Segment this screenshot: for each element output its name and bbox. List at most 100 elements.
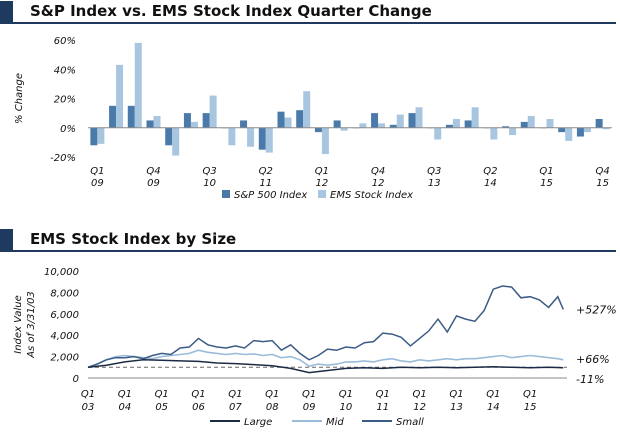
sp500-bar bbox=[109, 105, 117, 128]
sp500-bar bbox=[314, 127, 322, 133]
ems-bar bbox=[527, 116, 535, 128]
x-tick-quarter: Q1 bbox=[191, 389, 205, 400]
x-tick-quarter: Q1 bbox=[376, 389, 390, 400]
x-tick-year: 04 bbox=[118, 402, 131, 413]
y-tick-label: 8,000 bbox=[50, 288, 79, 299]
y-tick-label: 4,000 bbox=[50, 331, 79, 342]
ems-bar bbox=[583, 127, 591, 133]
ems-bar bbox=[396, 114, 404, 128]
x-tick-quarter: Q1 bbox=[449, 389, 463, 400]
sp500-bar bbox=[183, 113, 191, 128]
ems-bar bbox=[415, 107, 423, 128]
x-tick-year: 13 bbox=[450, 402, 463, 413]
chart2-header: EMS Stock Index by Size bbox=[0, 228, 616, 252]
x-tick-year: 15 bbox=[540, 178, 553, 189]
chart2-title: EMS Stock Index by Size bbox=[30, 230, 237, 248]
x-tick-year: 08 bbox=[266, 402, 279, 413]
sp500-bar bbox=[146, 120, 154, 128]
x-tick-year: 15 bbox=[524, 402, 537, 413]
x-tick-year: 12 bbox=[413, 402, 426, 413]
ems-bar bbox=[153, 116, 161, 128]
sp500-bar bbox=[464, 120, 472, 128]
legend-label-mid: Mid bbox=[326, 417, 344, 428]
y-tick-label: 0 bbox=[73, 374, 79, 385]
legend-swatch-sp500 bbox=[222, 190, 230, 198]
chart1-title: S&P Index vs. EMS Stock Index Quarter Ch… bbox=[30, 2, 432, 20]
x-tick-quarter: Q1 bbox=[412, 389, 426, 400]
chart1-header-block bbox=[0, 1, 13, 22]
small-series-line bbox=[87, 285, 564, 369]
x-tick-quarter: Q2 bbox=[483, 166, 497, 177]
x-tick-year: 07 bbox=[229, 402, 242, 413]
bar-chart: 60%40%20%0%-20%% ChangeQ109Q409Q310Q211Q… bbox=[14, 36, 612, 201]
chart1-header-rule bbox=[0, 22, 616, 24]
y-tick-label: 0% bbox=[60, 124, 76, 135]
x-tick-quarter: Q3 bbox=[427, 166, 441, 177]
x-tick-year: 09 bbox=[91, 178, 104, 189]
ems-bar bbox=[134, 42, 142, 128]
ems-bar bbox=[546, 118, 554, 128]
x-tick-quarter: Q1 bbox=[118, 389, 132, 400]
x-tick-year: 06 bbox=[192, 402, 205, 413]
ems-bar bbox=[265, 127, 273, 153]
sp500-bar bbox=[202, 113, 210, 128]
ems-bar bbox=[284, 117, 292, 128]
x-tick-quarter: Q1 bbox=[339, 389, 353, 400]
legend-swatch-ems bbox=[318, 190, 326, 198]
y-axis-title: % Change bbox=[14, 73, 25, 124]
sp500-bar bbox=[165, 127, 173, 146]
mid-series-line bbox=[87, 349, 564, 369]
chart2-header-block bbox=[0, 229, 13, 250]
ems-bar bbox=[509, 127, 517, 136]
x-tick-year: 12 bbox=[372, 178, 385, 189]
x-tick-year: 13 bbox=[428, 178, 441, 189]
ems-bar bbox=[452, 118, 460, 128]
ems-bar bbox=[190, 121, 198, 128]
chart2-header-rule bbox=[0, 250, 616, 252]
y-tick-label: 40% bbox=[54, 65, 76, 76]
x-tick-quarter: Q1 bbox=[315, 166, 329, 177]
x-tick-year: 03 bbox=[82, 402, 95, 413]
x-tick-year: 14 bbox=[484, 178, 497, 189]
sp500-bar bbox=[90, 127, 98, 146]
x-tick-year: 14 bbox=[487, 402, 500, 413]
x-tick-quarter: Q2 bbox=[259, 166, 273, 177]
ems-bar bbox=[565, 127, 573, 141]
sp500-bar bbox=[277, 111, 285, 128]
ems-bar bbox=[209, 95, 217, 128]
legend-label-large: Large bbox=[244, 417, 272, 428]
sp500-bar bbox=[258, 127, 266, 150]
sp500-bar bbox=[333, 120, 341, 128]
x-tick-year: 09 bbox=[147, 178, 160, 189]
y-tick-label: 60% bbox=[54, 36, 76, 47]
sp500-bar bbox=[576, 127, 584, 137]
ems-bar bbox=[172, 127, 180, 156]
ems-bar bbox=[303, 91, 311, 128]
sp500-bar bbox=[296, 110, 304, 128]
sp500-bar bbox=[502, 126, 510, 128]
ems-bar bbox=[97, 127, 105, 144]
x-tick-quarter: Q3 bbox=[203, 166, 217, 177]
x-tick-quarter: Q1 bbox=[90, 166, 104, 177]
x-tick-quarter: Q1 bbox=[523, 389, 537, 400]
x-tick-year: 09 bbox=[303, 402, 316, 413]
ems-bar bbox=[359, 123, 367, 128]
x-tick-year: 10 bbox=[203, 178, 216, 189]
x-tick-year: 12 bbox=[316, 178, 329, 189]
x-tick-quarter: Q1 bbox=[265, 389, 279, 400]
x-tick-quarter: Q1 bbox=[228, 389, 242, 400]
legend-label-small: Small bbox=[396, 417, 424, 428]
ems-bar bbox=[602, 127, 610, 130]
sp500-bar bbox=[445, 124, 453, 128]
ems-bar bbox=[434, 127, 442, 140]
ems-bar bbox=[490, 127, 498, 140]
x-tick-quarter: Q4 bbox=[146, 166, 160, 177]
x-tick-quarter: Q1 bbox=[486, 389, 500, 400]
small-change-label: +527% bbox=[576, 304, 617, 317]
y-axis-title-line1: Index Value bbox=[13, 295, 24, 353]
sp500-bar bbox=[127, 105, 135, 128]
x-tick-year: 11 bbox=[259, 178, 272, 189]
large-series-line bbox=[87, 359, 564, 374]
ems-bar bbox=[471, 107, 479, 128]
legend-label-sp500: S&P 500 Index bbox=[234, 190, 307, 201]
